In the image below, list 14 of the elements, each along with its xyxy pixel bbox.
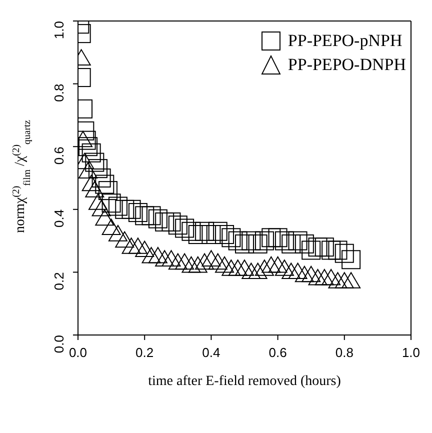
x-tick-label: 0.4	[202, 345, 220, 360]
y-tick-label: 0.2	[52, 272, 67, 290]
y-tick-label: 0.4	[52, 209, 67, 228]
x-tick-label: 0.2	[136, 345, 154, 360]
x-tick-label: 0.0	[68, 345, 88, 360]
legend-label: PP-PEPO-pNPH	[288, 31, 402, 51]
y-tick-label: 0.8	[52, 84, 67, 102]
x-tick-label: 1.0	[402, 345, 420, 360]
x-tick-label: 0.8	[335, 345, 354, 360]
legend-label: PP-PEPO-DNPH	[288, 55, 406, 75]
y-tick-label: 1.0	[52, 21, 67, 40]
x-axis-title: time after E-field removed (hours)	[148, 374, 342, 389]
x-tick-label: 0.6	[268, 345, 287, 360]
y-tick-label: 0.6	[52, 146, 67, 165]
